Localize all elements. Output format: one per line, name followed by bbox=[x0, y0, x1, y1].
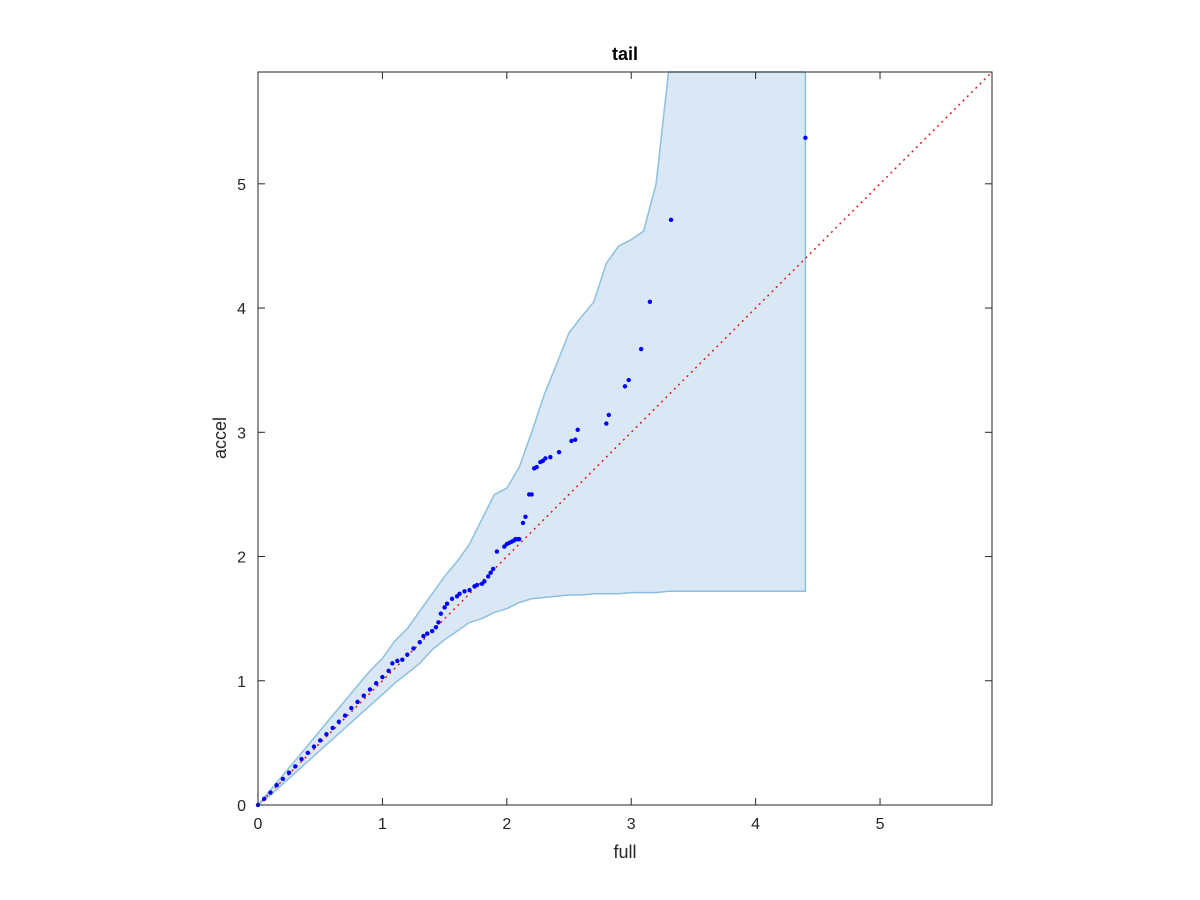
y-tick-label: 4 bbox=[237, 301, 246, 318]
y-tick-label: 2 bbox=[237, 550, 246, 567]
data-point bbox=[424, 631, 430, 636]
data-point bbox=[467, 587, 472, 593]
x-tick-label: 1 bbox=[378, 816, 387, 833]
x-ticks: 0 1 2 3 4 5 bbox=[254, 72, 885, 833]
data-point bbox=[569, 438, 574, 444]
data-point bbox=[474, 582, 480, 588]
data-point bbox=[405, 652, 410, 657]
data-point bbox=[390, 661, 395, 666]
confidence-band bbox=[257, 71, 807, 806]
data-point bbox=[355, 699, 360, 705]
data-point bbox=[367, 687, 373, 692]
data-point bbox=[606, 412, 612, 418]
data-points bbox=[255, 135, 808, 808]
y-tick-label: 3 bbox=[237, 425, 246, 442]
data-point bbox=[324, 731, 329, 737]
data-point bbox=[305, 750, 310, 756]
data-point bbox=[274, 782, 279, 788]
data-point bbox=[280, 776, 286, 782]
data-point bbox=[556, 449, 562, 455]
band-area bbox=[257, 71, 807, 806]
data-point bbox=[400, 657, 405, 662]
data-point bbox=[604, 421, 609, 426]
data-point bbox=[490, 566, 496, 572]
data-point bbox=[442, 605, 447, 610]
data-point bbox=[429, 628, 435, 634]
data-point bbox=[548, 454, 553, 460]
data-point bbox=[386, 668, 391, 674]
data-point bbox=[668, 217, 674, 223]
data-point bbox=[543, 456, 548, 461]
data-point bbox=[457, 591, 462, 596]
data-point bbox=[262, 796, 267, 801]
data-point bbox=[622, 384, 628, 389]
data-point bbox=[417, 640, 422, 645]
data-point bbox=[349, 705, 354, 711]
data-point bbox=[299, 756, 304, 762]
data-point bbox=[433, 625, 439, 630]
data-point bbox=[638, 346, 644, 352]
data-point bbox=[361, 693, 366, 698]
data-point bbox=[803, 135, 808, 141]
data-point bbox=[520, 520, 526, 526]
data-point bbox=[293, 764, 298, 769]
x-tick-label: 4 bbox=[751, 816, 760, 833]
x-axis-label: full bbox=[613, 842, 636, 862]
x-tick-label: 0 bbox=[254, 816, 263, 833]
data-point bbox=[485, 574, 491, 579]
data-point bbox=[444, 601, 450, 606]
data-point bbox=[575, 427, 580, 433]
data-point bbox=[573, 437, 578, 442]
data-point bbox=[311, 744, 317, 749]
data-point bbox=[380, 674, 385, 680]
data-point bbox=[438, 611, 444, 616]
x-tick-label: 2 bbox=[502, 816, 511, 833]
x-tick-label: 5 bbox=[876, 816, 885, 833]
data-point bbox=[268, 790, 273, 795]
data-point bbox=[517, 536, 522, 542]
data-point bbox=[449, 596, 455, 601]
reference-line bbox=[257, 71, 993, 806]
reference-line-layer bbox=[257, 71, 993, 806]
data-point bbox=[534, 464, 539, 470]
data-point bbox=[626, 377, 631, 383]
x-tick-label: 3 bbox=[627, 816, 636, 833]
data-point bbox=[462, 589, 467, 594]
data-point bbox=[436, 620, 441, 625]
data-point bbox=[318, 738, 323, 743]
data-point bbox=[494, 549, 500, 554]
data-point bbox=[529, 492, 534, 497]
data-point bbox=[411, 646, 416, 651]
data-point bbox=[286, 770, 292, 775]
data-point bbox=[421, 633, 426, 639]
data-point bbox=[647, 299, 653, 305]
chart-title: tail bbox=[612, 44, 638, 64]
y-tick-label: 0 bbox=[237, 798, 246, 815]
data-point bbox=[482, 579, 487, 584]
data-point bbox=[336, 719, 342, 724]
y-tick-label: 1 bbox=[237, 674, 246, 691]
data-point bbox=[373, 681, 379, 686]
y-ticks: 0 1 2 3 4 5 bbox=[237, 177, 992, 815]
axes-frame bbox=[257, 71, 993, 806]
data-point bbox=[523, 514, 528, 519]
data-point bbox=[395, 658, 400, 664]
y-axis-label: accel bbox=[210, 417, 230, 459]
data-point bbox=[342, 713, 348, 718]
data-point bbox=[330, 725, 335, 731]
y-tick-label: 5 bbox=[237, 177, 246, 194]
data-point bbox=[488, 570, 493, 575]
